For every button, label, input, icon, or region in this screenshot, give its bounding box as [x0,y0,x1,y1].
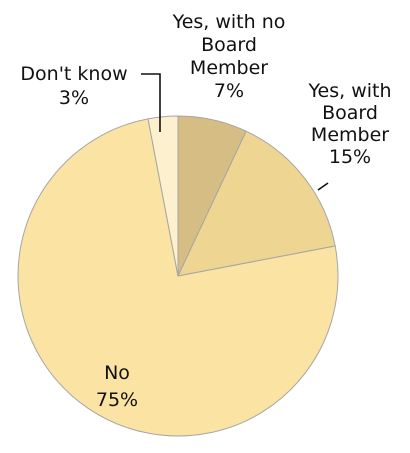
slice-label-line: 7% [214,80,244,102]
slice-label-line: Board [201,34,257,56]
pie-slice-no [17,118,339,437]
slice-label-no: No 75% [96,362,138,411]
slice-label-line: No [104,362,130,384]
slice-label-yes-with-no-board-member: Yes, with no Board Member 7% [172,11,286,102]
pie-slice-don-t-know [147,115,179,277]
leader-line [317,182,329,191]
slice-label-line: Member [311,124,389,146]
slice-labels: Yes, with no Board Member 7% Yes, with Board M… [20,11,391,411]
slice-label-line: Member [190,57,268,79]
slice-label-line: 3% [59,87,89,109]
leader-lines [141,73,329,191]
slice-label-yes-with-board-member: Yes, with Board Member 15% [307,80,391,168]
slice-label-line: Board [322,102,378,124]
leader-line [141,73,161,132]
pie-slices [17,115,339,437]
slice-label-line: Yes, with [307,80,391,102]
pie-slice-yes-with-board-member [177,130,336,277]
slice-label-line: Don't know [20,63,127,85]
slice-label-line: Yes, with no [172,11,286,33]
slice-label-don-t-know: Don't know 3% [20,63,127,109]
slice-label-line: 75% [96,389,138,411]
slice-label-line: 15% [329,146,371,168]
